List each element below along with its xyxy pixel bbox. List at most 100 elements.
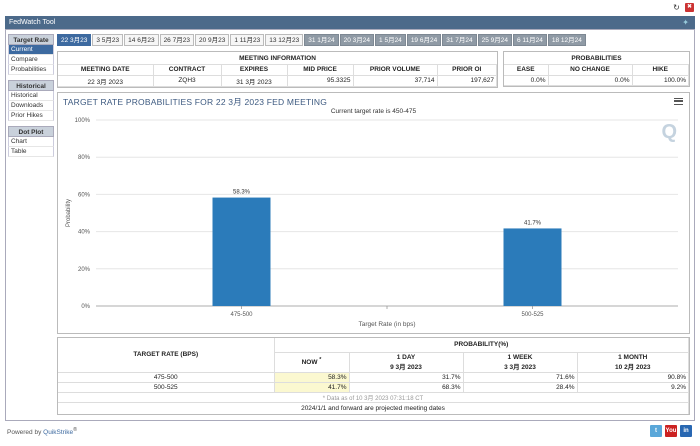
tab-meeting-10[interactable]: 19 6月24 xyxy=(406,34,442,46)
data-label-500-525: 41.7% xyxy=(524,220,542,226)
tab-meeting-9[interactable]: 1 5月24 xyxy=(375,34,406,46)
mid-price-value: 95.3325 xyxy=(287,75,354,87)
prior-oi-value: 197,627 xyxy=(437,75,497,87)
col-header-1-week: 1 WEEK 3 3月 2023 xyxy=(463,352,578,373)
refresh-icon[interactable]: ↻ xyxy=(673,3,680,12)
probability-table: TARGET RATE (BPS) PROBABILITY(%) NOW * 1… xyxy=(57,337,690,415)
window-title: FedWatch Tool xyxy=(9,19,56,26)
tab-meeting-12[interactable]: 25 9月24 xyxy=(477,34,512,46)
target-rate-header: TARGET RATE (BPS) xyxy=(58,338,275,373)
y-tick-label: 80% xyxy=(78,155,91,161)
prior-volume-value: 37,714 xyxy=(353,75,438,87)
tab-meeting-0[interactable]: 22 3月23 xyxy=(57,34,92,46)
data-label-475-500: 58.3% xyxy=(233,190,251,196)
bar-500-525 xyxy=(503,228,562,306)
tab-meeting-14[interactable]: 18 12月24 xyxy=(547,34,586,46)
tab-meeting-11[interactable]: 31 7月24 xyxy=(442,34,477,46)
tab-meeting-2[interactable]: 14 6月23 xyxy=(124,34,159,46)
y-axis-label: Probability xyxy=(66,199,72,227)
col-header-expires: EXPIRES xyxy=(221,65,288,76)
tab-meeting-3[interactable]: 26 7月23 xyxy=(159,34,194,46)
meeting-date-value: 22 3月 2023 xyxy=(58,75,154,87)
col-header-mid-price: MID PRICE xyxy=(287,65,354,76)
tab-meeting-4[interactable]: 20 9月23 xyxy=(194,34,230,46)
tab-meeting-1[interactable]: 3 5月23 xyxy=(92,34,124,46)
close-icon[interactable]: ✖ xyxy=(685,3,694,12)
y-tick-label: 0% xyxy=(81,304,90,310)
data-as-of-note: * Data as of 10 3月 2023 07:31:18 CT xyxy=(58,392,689,403)
sidebar-item-table[interactable]: Table xyxy=(8,147,54,157)
sidebar-head-target-rate: Target Rate xyxy=(8,34,54,45)
linkedin-icon[interactable]: in xyxy=(680,425,692,437)
chart-panel: TARGET RATE PROBABILITIES FOR 22 3月 2023… xyxy=(57,92,690,334)
x-axis-label: Target Rate (in bps) xyxy=(358,321,415,328)
top-bar: ↻ ✖ xyxy=(0,0,700,16)
bar-475-500 xyxy=(212,197,271,306)
hamburger-menu-icon[interactable] xyxy=(674,98,683,105)
probabilities-title: PROBABILITIES xyxy=(504,52,689,65)
meeting-information-title: MEETING INFORMATION xyxy=(58,52,497,65)
sidebar: Target Rate Current Compare Probabilitie… xyxy=(8,34,54,157)
powered-by: Powered by QuikStrike® xyxy=(7,427,78,437)
y-tick-label: 100% xyxy=(75,118,91,124)
rate-row-1-1month: 90.8% xyxy=(577,372,689,383)
x-tick-label-475-500: 475-500 xyxy=(230,312,253,318)
sidebar-item-historical[interactable]: Historical xyxy=(8,91,54,101)
footer: Powered by QuikStrike® t You in xyxy=(0,421,700,446)
tab-meeting-6[interactable]: 13 12月23 xyxy=(265,34,304,46)
no-change-value: 0.0% xyxy=(548,75,633,86)
col-header-hike: HIKE xyxy=(632,65,689,76)
window-titlebar: FedWatch Tool ✦ xyxy=(5,16,695,29)
sidebar-item-current[interactable]: Current xyxy=(8,45,54,55)
rate-row-1-1week: 71.6% xyxy=(463,372,578,383)
rate-row-2-now: 41.7% xyxy=(274,382,350,393)
tab-meeting-8[interactable]: 20 3月24 xyxy=(339,34,375,46)
col-header-prior-oi: PRIOR OI xyxy=(437,65,497,76)
social-links: t You in xyxy=(650,425,692,437)
expires-value: 31 3月 2023 xyxy=(221,75,288,87)
contract-value: ZQH3 xyxy=(153,75,222,87)
projected-dates-note: 2024/1/1 and forward are projected meeti… xyxy=(58,402,689,414)
y-tick-label: 20% xyxy=(78,267,91,273)
sidebar-item-prior-hikes[interactable]: Prior Hikes xyxy=(8,111,54,121)
sidebar-item-probabilities[interactable]: Probabilities xyxy=(8,65,54,75)
rate-row-1-now: 58.3% xyxy=(274,372,350,383)
sidebar-head-dot-plot: Dot Plot xyxy=(8,126,54,137)
meeting-date-tabs: 22 3月23 3 5月23 14 6月23 26 7月23 20 9月23 1 11月2… xyxy=(57,34,586,46)
rate-row-2-label: 500-525 xyxy=(58,382,275,393)
quikstrike-link[interactable]: QuikStrike xyxy=(43,429,74,437)
col-header-ease: EASE xyxy=(504,65,549,76)
rate-row-2-1day: 68.3% xyxy=(349,382,464,393)
probabilities-panel: PROBABILITIES EASE NO CHANGE HIKE 0.0% 0… xyxy=(503,51,690,87)
col-header-now: NOW * xyxy=(274,352,350,373)
twitter-icon[interactable]: t xyxy=(650,425,662,437)
tab-meeting-13[interactable]: 6 11月24 xyxy=(512,34,547,46)
hike-value: 100.0% xyxy=(632,75,689,86)
rate-row-2-1week: 28.4% xyxy=(463,382,578,393)
chart-title: TARGET RATE PROBABILITIES FOR 22 3月 2023… xyxy=(63,97,328,107)
sidebar-item-compare[interactable]: Compare xyxy=(8,55,54,65)
rate-row-1-1day: 31.7% xyxy=(349,372,464,383)
bar-chart: 0% 20% 40% 60% 80% 100% Probability 58.3% 475-50… xyxy=(66,118,678,328)
ease-value: 0.0% xyxy=(504,75,549,86)
tab-meeting-5[interactable]: 1 11月23 xyxy=(230,34,265,46)
chart-subtitle: Current target rate is 450-475 xyxy=(330,108,417,115)
sidebar-item-chart[interactable]: Chart xyxy=(8,137,54,147)
probability-header: PROBABILITY(%) xyxy=(274,338,689,353)
col-header-contract: CONTRACT xyxy=(153,65,222,76)
y-tick-label: 40% xyxy=(78,230,91,236)
col-header-meeting-date: MEETING DATE xyxy=(58,65,154,76)
col-header-1-day: 1 DAY 9 3月 2023 xyxy=(349,352,464,373)
rate-row-2-1month: 9.2% xyxy=(577,382,689,393)
sidebar-item-downloads[interactable]: Downloads xyxy=(8,101,54,111)
sidebar-head-historical: Historical xyxy=(8,80,54,91)
twitter-bird-icon[interactable]: ✦ xyxy=(682,18,689,27)
col-header-1-month: 1 MONTH 10 2月 2023 xyxy=(577,352,689,373)
youtube-icon[interactable]: You xyxy=(665,425,677,437)
quikstrike-q-logo: Q xyxy=(661,121,677,143)
col-header-prior-volume: PRIOR VOLUME xyxy=(353,65,438,76)
meeting-information-panel: MEETING INFORMATION MEETING DATE CONTRAC… xyxy=(57,51,498,88)
y-tick-label: 60% xyxy=(78,192,91,198)
tab-meeting-7[interactable]: 31 1月24 xyxy=(304,34,339,46)
x-tick-label-500-525: 500-525 xyxy=(521,312,544,318)
